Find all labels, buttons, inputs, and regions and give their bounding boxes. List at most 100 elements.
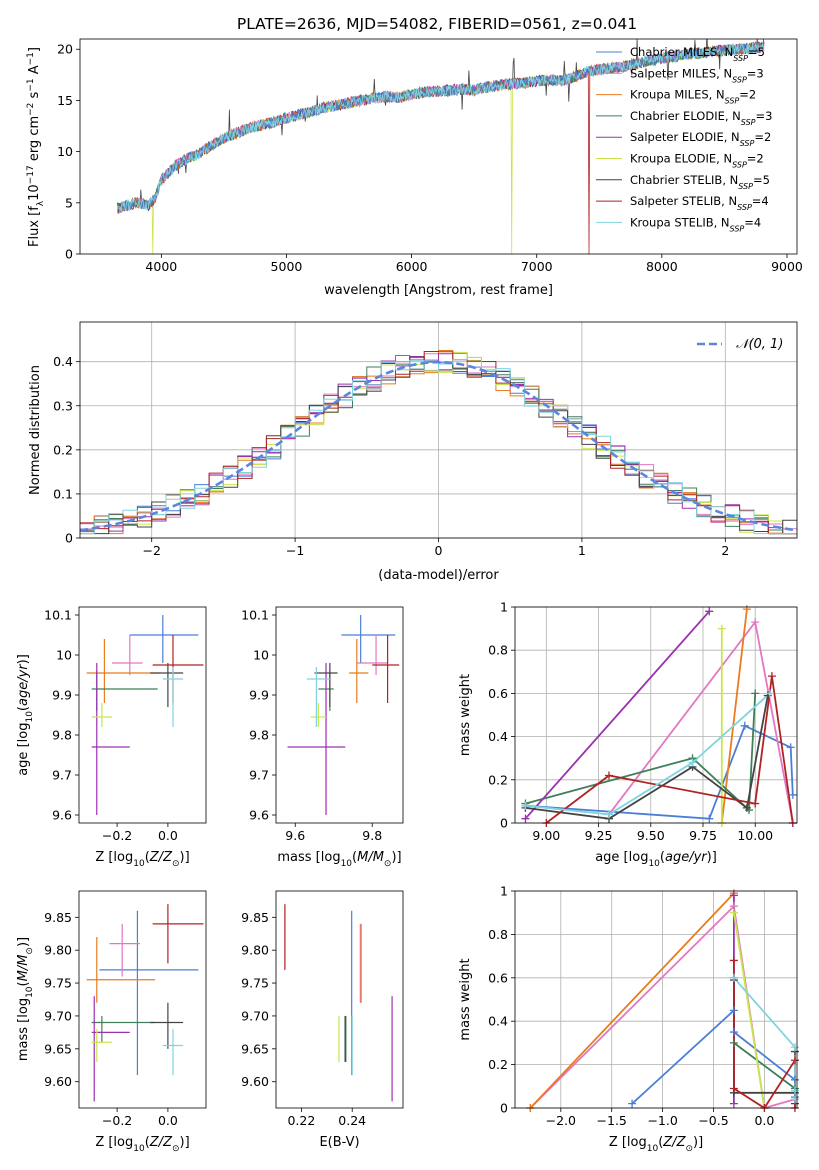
label-part: λ bbox=[36, 200, 46, 206]
y-tick-label: 0.2 bbox=[488, 1057, 508, 1072]
label-part: A bbox=[27, 65, 42, 78]
axis-label: age [log10(age/yr)] bbox=[595, 850, 717, 869]
y-tick-label: 9.75 bbox=[241, 976, 269, 991]
y-axis-label: mass weight bbox=[458, 674, 473, 756]
label-part: 10 bbox=[341, 859, 353, 869]
label-part: )] bbox=[16, 937, 31, 947]
label-part: 10 bbox=[27, 184, 42, 201]
grid-lines bbox=[515, 890, 797, 1109]
y-tick-label: 5 bbox=[65, 195, 73, 210]
legend-count: =4 bbox=[744, 215, 761, 229]
axes-frame bbox=[514, 890, 798, 1109]
label-part: Z/Z bbox=[662, 1135, 686, 1150]
label-part: )] bbox=[391, 850, 401, 865]
axis-label: Z [log10(Z/Z⊙)] bbox=[95, 1135, 189, 1154]
axes-frame bbox=[275, 606, 404, 824]
x-tick-label: 0.0 bbox=[754, 1113, 774, 1128]
label-part: 10 bbox=[25, 986, 35, 998]
label-part: 10 bbox=[25, 711, 35, 723]
ticks: 4000 5000 6000 7000 8000 9000 0 5 10 15 20 bbox=[57, 42, 803, 274]
weight-marker bbox=[790, 1095, 799, 1104]
y-tick-label: 9.7 bbox=[52, 768, 72, 783]
axis-label: mass [log10(M/M⊙)] bbox=[277, 850, 401, 869]
y-tick-label: 0.2 bbox=[488, 772, 508, 787]
label-part: ( bbox=[145, 1135, 150, 1150]
y-tick-label: 9.65 bbox=[44, 1041, 72, 1056]
label-part: ( bbox=[352, 850, 357, 865]
weight-marker bbox=[605, 771, 613, 780]
x-tick-label: 0.0 bbox=[158, 828, 178, 843]
plot-area bbox=[86, 904, 204, 1102]
spectrum-axes: 4000 5000 6000 7000 8000 9000 0 5 10 15 20 waveleng… bbox=[26, 38, 803, 298]
axis-label: age [log10(age/yr)] bbox=[16, 654, 35, 776]
weight-marker bbox=[521, 814, 530, 823]
y-tick-label: 10.1 bbox=[241, 608, 269, 623]
axis-label: Z [log10(Z/Z⊙)] bbox=[609, 1135, 703, 1154]
mass-vs-Z-axes: −0.2 0.09.609.659.709.759.809.85 Z [log10(… bbox=[16, 890, 207, 1154]
plot-area bbox=[117, 39, 765, 254]
label-part: ⊙ bbox=[172, 859, 180, 869]
legend-count: =5 bbox=[748, 45, 765, 59]
y-tick-label: 9.80 bbox=[241, 943, 269, 958]
weight-marker bbox=[729, 956, 738, 965]
x-tick-label: 0.22 bbox=[287, 1113, 315, 1128]
label-part: s bbox=[27, 91, 42, 102]
weight-marker bbox=[790, 1075, 799, 1084]
y-tick-label: 9.65 bbox=[241, 1041, 269, 1056]
legend-entry: 𝒩(0, 1) bbox=[736, 337, 783, 352]
mass-vs-ebv-axes: 0.22 0.24 9.60 9.65 9.70 9.75 9.80 9.85 E(B-V) bbox=[241, 890, 404, 1150]
weight-marker bbox=[788, 790, 797, 799]
weight-marker bbox=[729, 891, 738, 900]
weight-marker bbox=[751, 799, 760, 808]
y-tick-label: 9.9 bbox=[52, 688, 72, 703]
mass-weight-vs-age-axes: 9.00 9.25 9.50 9.75 10.00 0 0.2 0.4 0.6 0.8 1 age [… bbox=[458, 600, 798, 869]
axis-label: mass [log10(M/M⊙)] bbox=[16, 937, 35, 1061]
axis-label: Flux [fλ10−17 erg cm−2 s−1 A−1] bbox=[26, 47, 46, 247]
label-part: ] bbox=[27, 47, 42, 52]
weight-marker bbox=[729, 1099, 738, 1108]
weight-marker bbox=[729, 1006, 738, 1015]
weight-marker bbox=[786, 743, 795, 752]
x-tick-label: 10.00 bbox=[737, 828, 773, 843]
label-part: ( bbox=[660, 850, 665, 865]
legend-text: Chabrier MILES, N bbox=[630, 45, 733, 59]
legend-subscript: SSP bbox=[725, 96, 740, 105]
weight-marker bbox=[751, 689, 760, 698]
axes-frame bbox=[79, 321, 798, 539]
plot-area bbox=[86, 615, 204, 815]
legend-subscript: SSP bbox=[740, 139, 755, 148]
y-tick-label: 0 bbox=[500, 1101, 508, 1116]
figure-title: PLATE=2636, MJD=54082, FIBERID=0561, z=0… bbox=[237, 15, 637, 33]
ticks: −0.2 0.0 9.60 9.65 9.70 9.75 9.80 9.85 bbox=[44, 910, 178, 1128]
x-tick-label: −2 bbox=[142, 543, 160, 558]
axes-frame bbox=[275, 890, 404, 1109]
plot-area bbox=[80, 350, 797, 535]
label-part: M/M bbox=[357, 850, 384, 865]
label-part: age/yr bbox=[16, 663, 31, 706]
weight-marker bbox=[729, 1084, 738, 1093]
y-tick-label: 0 bbox=[500, 816, 508, 831]
x-tick-label: 6000 bbox=[396, 259, 428, 274]
label-part: age [log bbox=[16, 723, 31, 776]
x-axis-label: (data-model)/error bbox=[378, 568, 499, 583]
x-tick-label: 9.50 bbox=[637, 828, 665, 843]
y-tick-label: 20 bbox=[57, 42, 73, 57]
weight-marker bbox=[765, 689, 774, 698]
legend-entry: Chabrier STELIB, NSSP=5 bbox=[630, 173, 770, 191]
mass-weight-vs-Z-axes: −2.0 −1.5 −1.0 −0.5 0.0 0 0.2 0.4 0.6 0.8 1 Z [log1… bbox=[458, 884, 799, 1154]
weight-marker bbox=[628, 1099, 637, 1108]
y-tick-label: 0.2 bbox=[53, 442, 73, 457]
ticks: −0.2 0.0 9.6 9.7 9.8 9.9 10 10.1 bbox=[44, 608, 178, 844]
y-tick-label: 15 bbox=[57, 93, 73, 108]
x-tick-label: 4000 bbox=[145, 259, 177, 274]
y-tick-label: 10 bbox=[56, 648, 72, 663]
axes-frame bbox=[514, 606, 798, 824]
x-tick-label: 0 bbox=[435, 543, 443, 558]
label-part: ( bbox=[16, 981, 31, 986]
y-axis-label: Normed distribution bbox=[28, 365, 43, 495]
y-tick-label: 10.1 bbox=[44, 608, 72, 623]
label-part: erg cm bbox=[27, 116, 42, 165]
label-part: 10 bbox=[648, 859, 660, 869]
weight-marker bbox=[688, 758, 697, 767]
label-part: Z/Z bbox=[149, 1135, 173, 1150]
